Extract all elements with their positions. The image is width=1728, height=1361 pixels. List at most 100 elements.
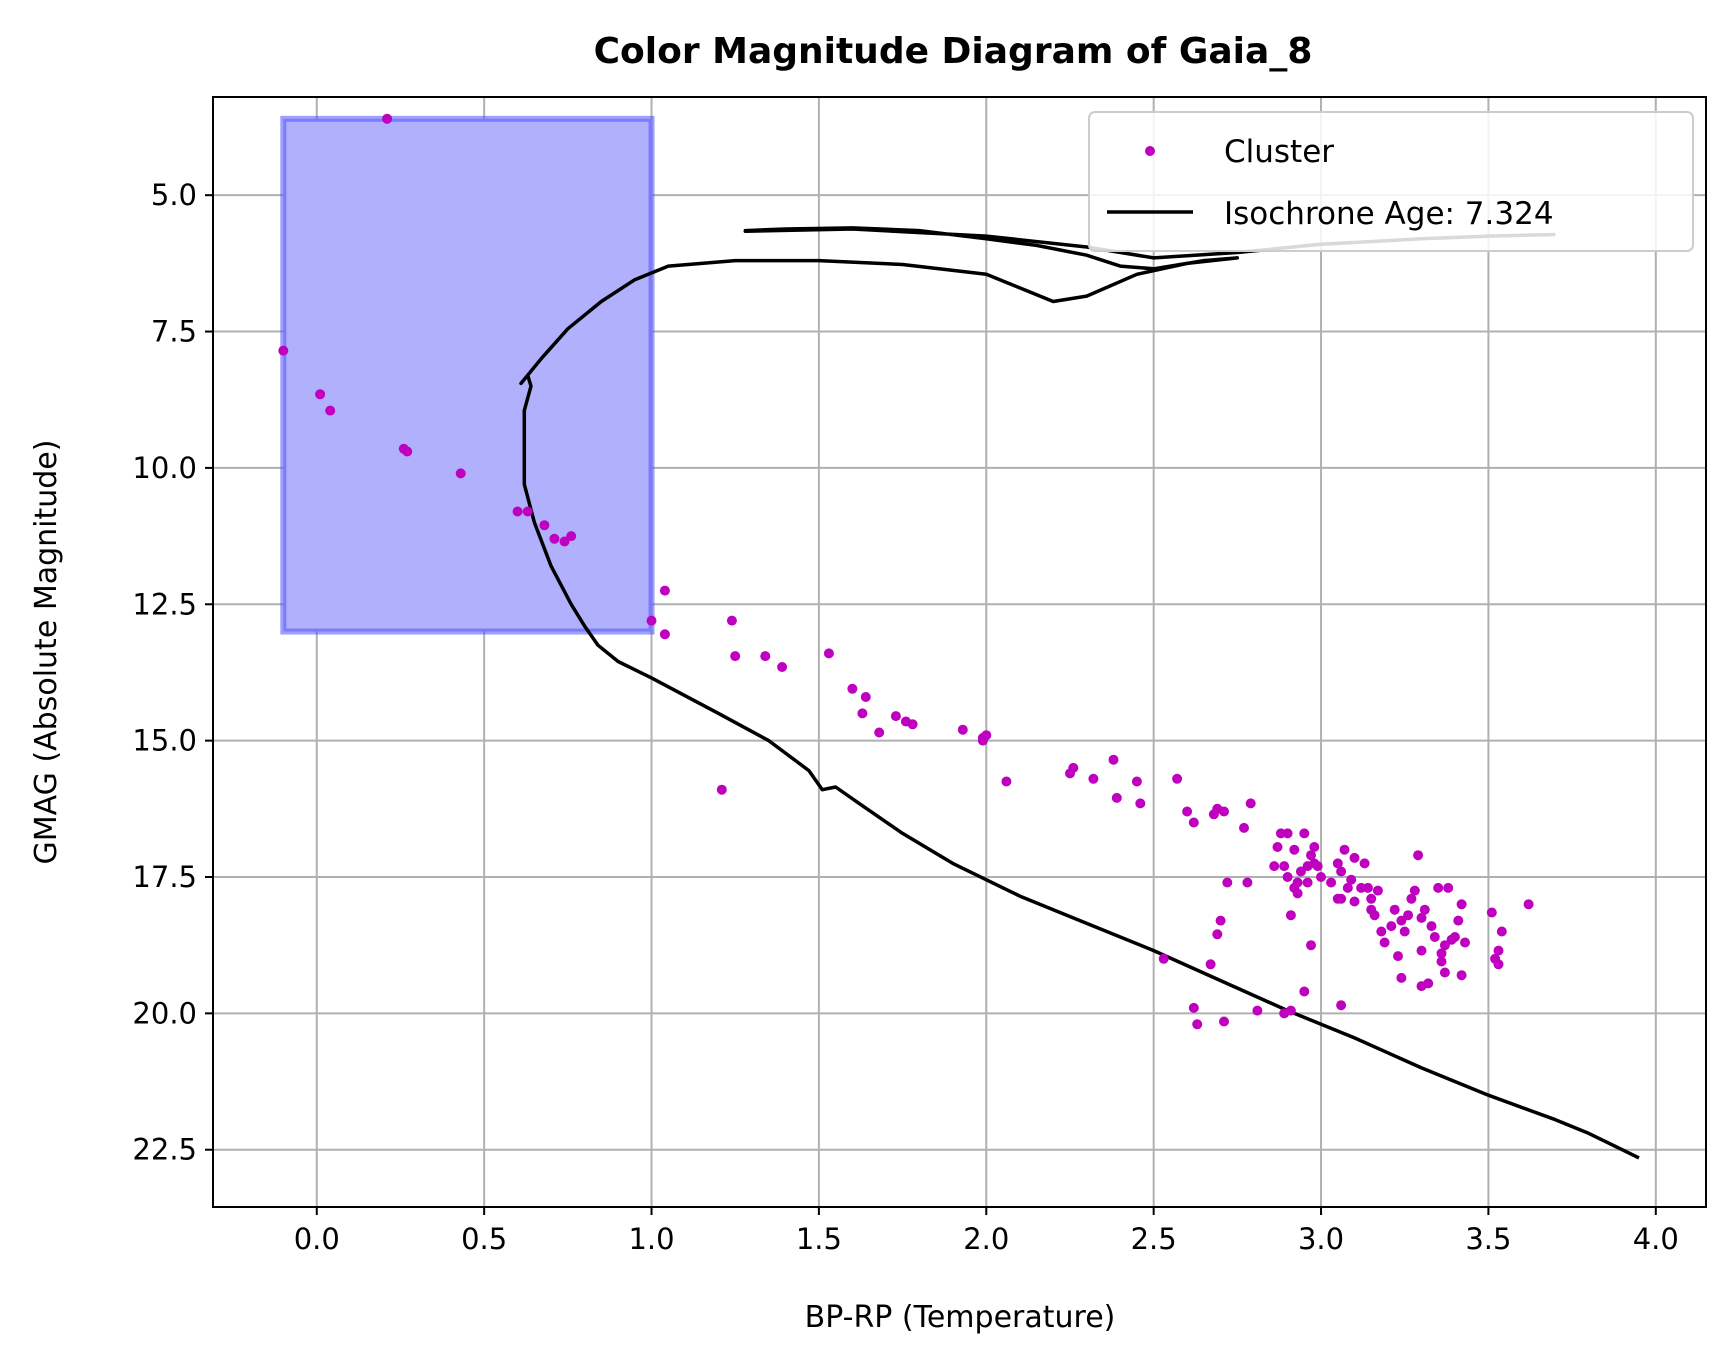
cluster-point — [325, 405, 336, 416]
cluster-point — [1316, 872, 1326, 882]
cluster-point — [1379, 937, 1390, 948]
cluster-point — [1212, 929, 1223, 940]
cluster-point — [907, 719, 918, 730]
x-tick-label: 2.0 — [963, 1222, 1009, 1256]
cluster-point — [730, 651, 741, 662]
cluster-point — [1366, 893, 1377, 904]
cluster-point — [1285, 1005, 1296, 1016]
cluster-point — [1346, 874, 1357, 885]
cluster-point — [760, 651, 771, 662]
cluster-point — [1486, 907, 1497, 918]
cluster-point — [1436, 956, 1447, 967]
cluster-point — [726, 615, 737, 626]
y-tick-label: 15.0 — [132, 724, 197, 758]
cluster-point — [1111, 792, 1122, 803]
cluster-point — [1309, 842, 1320, 852]
cluster-point — [1399, 926, 1410, 937]
cluster-point — [1433, 882, 1444, 893]
cluster-point — [1453, 915, 1464, 926]
highlight-region — [280, 115, 655, 635]
cluster-point — [278, 345, 289, 356]
cluster-point — [559, 536, 570, 547]
cluster-point — [1342, 882, 1353, 893]
x-tick-label: 2.5 — [1131, 1222, 1177, 1256]
cluster-point — [659, 585, 670, 596]
cluster-point — [1299, 828, 1310, 839]
cluster-point — [1336, 866, 1347, 877]
cluster-point — [1188, 817, 1199, 828]
cluster-point — [1135, 798, 1146, 809]
cluster-point — [823, 648, 834, 659]
cluster-point — [1222, 877, 1233, 888]
cluster-point — [1242, 877, 1253, 888]
cluster-point — [1292, 877, 1303, 888]
cluster-point — [1376, 926, 1387, 937]
y-tick-label: 20.0 — [132, 996, 197, 1030]
cluster-point — [874, 727, 885, 738]
y-tick-label: 12.5 — [132, 587, 197, 621]
cluster-point — [1389, 904, 1400, 915]
cluster-point — [1219, 1016, 1229, 1027]
x-tick-label: 1.5 — [796, 1222, 842, 1256]
legend-cluster-label: Cluster — [1224, 134, 1334, 170]
cluster-point — [1493, 945, 1504, 956]
cluster-point — [1423, 978, 1434, 989]
x-axis-ticks: 0.0 0.5 1.0 1.5 2.0 2.5 3.0 3.5 4.0 — [294, 1207, 1679, 1256]
cluster-point — [1326, 877, 1337, 888]
cluster-point — [455, 468, 466, 479]
cluster-point — [539, 520, 550, 531]
isochrone-layer — [519, 226, 1640, 1160]
cluster-point — [1419, 904, 1430, 915]
cluster-point — [957, 724, 968, 735]
cluster-point — [1356, 882, 1367, 893]
legend-isochrone-label: Isochrone Age: 7.324 — [1224, 196, 1554, 232]
cluster-point — [1349, 852, 1360, 863]
isochrone-line — [519, 226, 1640, 1160]
cluster-point — [1429, 932, 1440, 942]
cluster-point — [1396, 972, 1407, 983]
cluster-point — [857, 708, 868, 719]
cluster-point — [659, 629, 670, 640]
cluster-point — [1088, 773, 1099, 784]
cluster-point — [1436, 948, 1447, 959]
cluster-point — [1439, 967, 1450, 978]
legend-box — [1088, 111, 1694, 252]
cluster-point — [1523, 899, 1534, 910]
cluster-point — [1332, 858, 1343, 869]
cluster-point — [522, 506, 533, 517]
y-tick-label: 17.5 — [132, 860, 197, 894]
cluster-point — [1158, 953, 1169, 964]
cluster-point — [566, 531, 577, 542]
x-tick-label: 4.0 — [1633, 1222, 1679, 1256]
cluster-point — [1192, 1019, 1203, 1030]
cluster-point — [1386, 921, 1397, 932]
cluster-point — [1359, 858, 1370, 869]
cluster-point — [512, 506, 523, 517]
cluster-points-layer — [278, 113, 1534, 1030]
cluster-point — [646, 615, 657, 626]
cluster-point — [1306, 940, 1316, 951]
cluster-point — [1295, 866, 1306, 877]
cluster-point — [1439, 940, 1450, 951]
cluster-point — [1239, 822, 1249, 833]
cluster-point — [1426, 921, 1437, 932]
cluster-point — [1282, 872, 1293, 882]
cluster-point — [1456, 970, 1467, 981]
cluster-point — [1306, 850, 1316, 861]
cluster-point — [1172, 773, 1183, 784]
cluster-point — [1205, 959, 1216, 970]
cluster-point — [1336, 893, 1347, 904]
y-tick-label: 7.5 — [151, 315, 197, 349]
cluster-point — [981, 730, 992, 741]
x-tick-label: 3.5 — [1465, 1222, 1511, 1256]
cluster-point — [1299, 986, 1310, 997]
cluster-point — [1245, 798, 1256, 809]
cluster-point — [860, 692, 871, 702]
highlight-region-layer — [280, 115, 655, 635]
cluster-point — [1302, 877, 1313, 888]
cluster-point — [1269, 861, 1280, 872]
cluster-point — [1369, 910, 1380, 921]
cluster-point — [1496, 926, 1507, 937]
